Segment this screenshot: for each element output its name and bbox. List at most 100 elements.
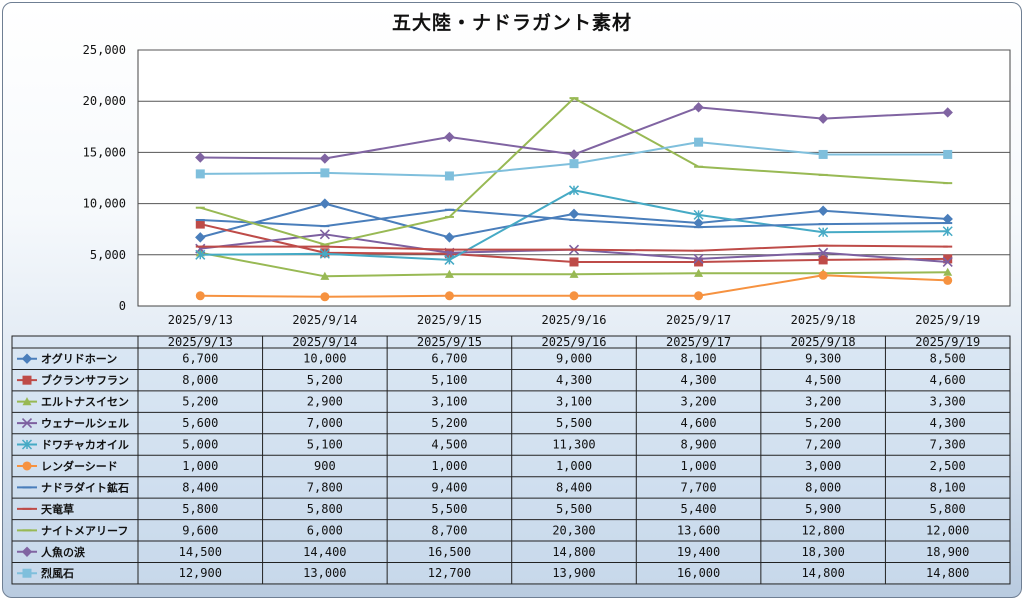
legend-entry: 人魚の涙 — [41, 545, 85, 559]
point-marker — [943, 275, 953, 285]
table-cell: 12,700 — [428, 566, 471, 580]
point-marker — [22, 568, 32, 578]
table-cell: 14,800 — [926, 566, 969, 580]
table-cell: 1,000 — [182, 459, 218, 473]
table-cell: 14,800 — [801, 566, 844, 580]
y-tick-label: 20,000 — [83, 94, 126, 108]
table-cell: 5,800 — [930, 502, 966, 516]
point-marker — [942, 256, 953, 268]
table-cell: 13,600 — [677, 523, 720, 537]
table-cell: 11,300 — [552, 438, 595, 452]
table-cell: 8,400 — [182, 480, 218, 494]
point-marker — [319, 153, 331, 164]
x-tick-label: 2025/9/13 — [168, 313, 233, 327]
table-cell: 5,800 — [182, 502, 218, 516]
table-cell: 7,800 — [307, 480, 343, 494]
table-cell: 20,300 — [552, 523, 595, 537]
point-marker — [22, 397, 32, 406]
point-marker — [319, 198, 331, 209]
table-cell: 2,900 — [307, 395, 343, 409]
table-cell: 5,100 — [307, 438, 343, 452]
point-marker — [694, 268, 704, 277]
point-marker — [942, 107, 953, 118]
point-marker — [320, 271, 330, 280]
table-cell: 3,200 — [805, 395, 841, 409]
table-cell: 4,600 — [681, 416, 717, 430]
table-cell: 5,000 — [182, 438, 218, 452]
x-tick-label: 2025/9/17 — [666, 313, 731, 327]
table-cell: 12,900 — [179, 566, 222, 580]
point-marker — [943, 254, 953, 264]
data-table — [11, 335, 1011, 585]
table-cell: 9,000 — [556, 352, 592, 366]
point-marker — [21, 439, 33, 450]
table-cell: 13,900 — [552, 566, 595, 580]
legend-entry: ウェナールシェル — [41, 417, 129, 430]
table-cell: 8,700 — [431, 523, 467, 537]
table-cell: 5,500 — [556, 502, 592, 516]
chart-title: 五大陸・ナドラガント素材 — [391, 12, 632, 34]
point-marker — [320, 292, 330, 302]
x-tick-label: 2025/9/14 — [292, 313, 357, 327]
table-cell: 3,100 — [556, 395, 592, 409]
table-cell: 6,700 — [431, 352, 467, 366]
point-marker — [818, 227, 829, 238]
table-cell: 3,100 — [431, 395, 467, 409]
point-marker — [693, 253, 704, 264]
table-cell: 8,000 — [805, 480, 841, 494]
point-marker — [195, 152, 206, 163]
point-marker — [569, 291, 579, 301]
point-marker — [569, 269, 579, 278]
table-cell: 3,000 — [805, 459, 841, 473]
point-marker — [319, 248, 330, 259]
table-cell: 900 — [314, 459, 336, 473]
table-cell: 18,300 — [801, 545, 844, 559]
table-cell: 5,400 — [681, 502, 717, 516]
point-marker — [693, 102, 704, 113]
table-cell: 8,100 — [681, 352, 717, 366]
table-header-cell: 2025/9/16 — [541, 335, 606, 349]
y-tick-label: 25,000 — [83, 43, 126, 57]
table-cell: 4,600 — [930, 373, 966, 387]
table-cell: 5,500 — [431, 502, 467, 516]
table-cell: 1,000 — [556, 459, 592, 473]
table-header-cell: 2025/9/13 — [168, 335, 233, 349]
point-marker — [694, 137, 704, 147]
table-cell: 1,000 — [431, 459, 467, 473]
point-marker — [444, 269, 454, 278]
x-tick-label: 2025/9/18 — [791, 313, 856, 327]
table-cell: 9,600 — [182, 523, 218, 537]
table-cell: 9,400 — [431, 480, 467, 494]
table-cell: 1,000 — [681, 459, 717, 473]
table-cell: 16,000 — [677, 566, 720, 580]
table-cell: 4,300 — [930, 416, 966, 430]
legend-entry: レンダーシード — [41, 459, 118, 473]
table-cell: 12,000 — [926, 523, 969, 537]
table-cell: 8,000 — [182, 373, 218, 387]
table-cell: 5,900 — [805, 502, 841, 516]
table-cell: 12,800 — [801, 523, 844, 537]
table-cell: 7,200 — [805, 438, 841, 452]
x-tick-label: 2025/9/16 — [541, 313, 606, 327]
table-cell: 7,700 — [681, 480, 717, 494]
table-header-cell: 2025/9/18 — [791, 335, 856, 349]
point-marker — [693, 209, 704, 220]
table-cell: 19,400 — [677, 545, 720, 559]
point-marker — [444, 131, 455, 143]
point-marker — [569, 257, 579, 267]
point-marker — [444, 291, 454, 301]
table-cell: 8,400 — [556, 480, 592, 494]
table-cell: 18,900 — [926, 545, 969, 559]
point-marker — [21, 546, 33, 557]
legend-entry: 烈風石 — [41, 566, 74, 580]
point-marker — [817, 205, 829, 216]
legend-entry: 天竜草 — [41, 502, 74, 516]
table-header-cell: 2025/9/17 — [666, 335, 731, 349]
table-cell: 8,500 — [930, 352, 966, 366]
point-marker — [943, 267, 953, 276]
table-cell: 5,200 — [307, 373, 343, 387]
table-cell: 4,300 — [556, 373, 592, 387]
table-header-cell: 2025/9/19 — [915, 335, 980, 349]
table-cell: 5,600 — [182, 416, 218, 430]
